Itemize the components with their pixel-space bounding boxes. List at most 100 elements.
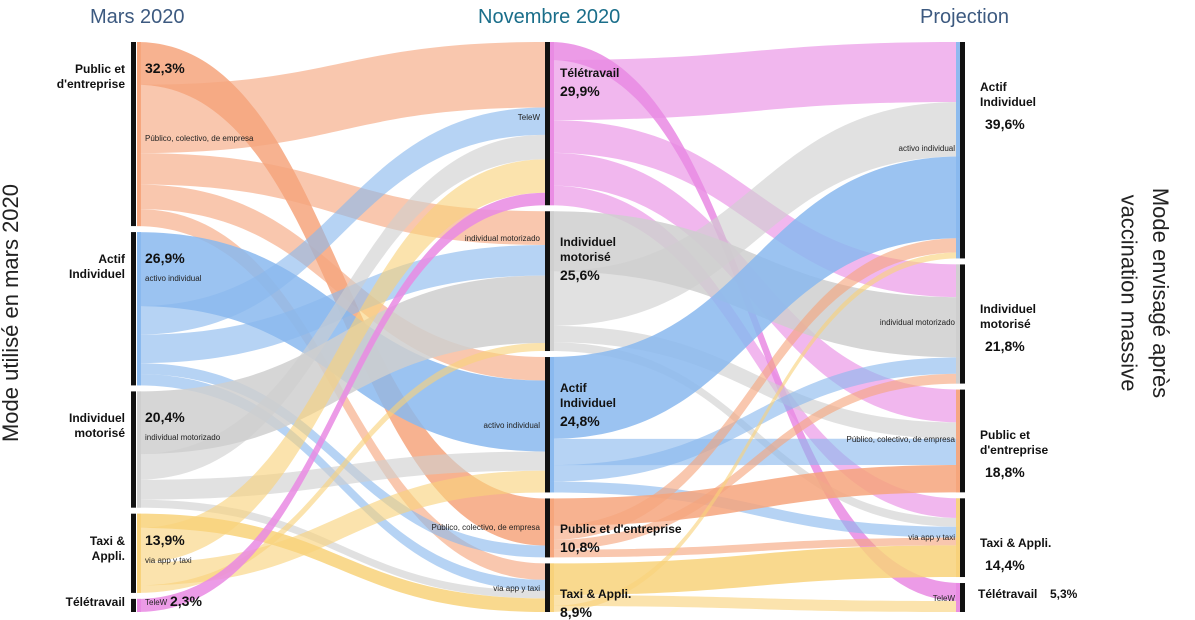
middle-label-actif: Actif Individuel [560, 381, 617, 411]
middle-value-tele: 29,9% [560, 83, 600, 99]
left-sub-taxi: via app y taxi [145, 555, 192, 565]
right-label-taxi: Taxi & Appli. [980, 536, 1052, 551]
flow-mar-nov-taxi-to-moto [137, 343, 545, 593]
middle-value-public: 10,8% [560, 539, 600, 556]
middle-sub-public: Público, colectivo, de empresa [431, 523, 541, 532]
bar-march-actif [131, 232, 136, 386]
node-november-actif [550, 357, 554, 493]
flow-mar-nov-actif-to-tele [137, 107, 545, 335]
left-axis-label: Mode utilisé en mars 2020 [0, 183, 24, 443]
bar-projection-tele [960, 583, 965, 612]
flow-mar-nov-public-to-tele [137, 42, 545, 154]
middle-label-moto: Individuel motorisé [560, 235, 617, 265]
axis-bars [131, 42, 965, 612]
node-projection-actif [956, 42, 960, 259]
right-sub-taxi: via app y taxi [908, 533, 955, 542]
node-november-tele [550, 42, 554, 206]
flow-mar-nov-tele-to-tele [137, 192, 545, 613]
node-november-public [550, 498, 554, 558]
flow-nov-proj-actif-to-actif [550, 156, 960, 439]
flow-mar-nov-actif-to-public [137, 363, 545, 558]
right-value-tele: 5,3% [1050, 587, 1078, 602]
right-axis-label-line2: vaccination massive [1116, 194, 1142, 392]
node-march-taxi [137, 513, 141, 593]
bar-november-public [545, 498, 550, 558]
bar-projection-taxi [960, 498, 965, 578]
middle-sub-tele: TeleW [517, 113, 540, 122]
node-projection-moto [956, 264, 960, 384]
left-value-public: 32,3% [145, 60, 185, 76]
left-value-tele: 2,3% [170, 592, 202, 609]
flows-march-to-november [137, 42, 545, 613]
right-sub-tele: TeleW [932, 594, 955, 603]
left-sub-public: Público, colectivo, de empresa [145, 134, 254, 143]
node-march-moto [137, 391, 141, 508]
left-label-actif: Actif Individuel [68, 252, 125, 282]
node-march-tele [137, 598, 141, 612]
title-november: Novembre 2020 [478, 6, 621, 28]
left-value-taxi: 13,9% [145, 531, 185, 548]
flow-mar-nov-public-to-actif [137, 184, 545, 381]
left-label-public: Public et d'entreprise [56, 62, 125, 91]
middle-sub-moto: individual motorizado [464, 234, 540, 243]
middle-value-moto: 25,6% [560, 267, 600, 284]
left-sub-tele: TeleW [145, 597, 168, 607]
right-label-actif: Actif Individuel [980, 80, 1037, 109]
bar-november-moto [545, 211, 550, 352]
middle-sub-actif: activo individual [483, 421, 540, 430]
title-march: Mars 2020 [90, 6, 185, 28]
flow-nov-proj-taxi-to-tele [550, 595, 960, 612]
flow-nov-proj-public-to-taxi [550, 537, 960, 558]
left-value-moto: 20,4% [145, 409, 185, 426]
flow-nov-proj-moto-to-actif [550, 101, 960, 326]
bar-november-tele [545, 42, 550, 206]
right-axis-label-line1: Mode envisagé après [1148, 187, 1174, 399]
right-sub-moto: individual motorizado [879, 318, 955, 327]
flow-mar-nov-moto-to-actif [137, 451, 545, 500]
node-march-actif [137, 232, 141, 386]
flow-mar-nov-moto-to-taxi [137, 499, 545, 599]
right-value-public: 18,8% [985, 463, 1025, 480]
left-label-tele: Télétravail [65, 594, 125, 609]
node-projection-taxi [956, 498, 960, 578]
flow-nov-proj-tele-to-taxi [550, 185, 960, 519]
flow-nov-proj-actif-to-moto [550, 357, 960, 482]
right-value-moto: 21,8% [985, 338, 1025, 355]
node-projection-tele [956, 583, 960, 612]
flows-november-to-projection [550, 42, 960, 613]
node-november-moto [550, 211, 554, 352]
right-sub-public: Público, colectivo, de empresa [846, 435, 956, 444]
bar-projection-moto [960, 264, 965, 384]
right-sub-actif: activo individual [898, 144, 955, 153]
bar-march-taxi [131, 513, 136, 593]
left-label-moto: Individuel motorisé [68, 411, 125, 441]
title-projection: Projection [920, 6, 1009, 28]
right-label-moto: Individuel motorisé [980, 302, 1037, 332]
bar-projection-public [960, 389, 965, 493]
flow-nov-proj-taxi-to-actif [550, 252, 960, 613]
bar-march-tele [131, 598, 136, 612]
bar-march-moto [131, 391, 136, 508]
middle-sub-taxi: via app y taxi [493, 584, 540, 593]
node-november-taxi [550, 563, 554, 612]
flow-nov-proj-taxi-to-taxi [550, 545, 960, 596]
flow-mar-nov-moto-to-tele [137, 134, 545, 480]
flow-nov-proj-public-to-moto [550, 373, 960, 550]
flow-nov-proj-public-to-actif [550, 238, 960, 540]
middle-value-taxi: 8,9% [560, 604, 592, 620]
middle-value-actif: 24,8% [560, 413, 600, 430]
node-projection-public [956, 389, 960, 493]
middle-label-tele: Télétravail [560, 66, 620, 80]
left-value-actif: 26,9% [145, 250, 185, 267]
flow-nov-proj-public-to-public [550, 465, 960, 526]
node-march-public [137, 42, 141, 227]
left-sub-actif: activo individual [145, 274, 202, 284]
node-layer [137, 42, 960, 612]
bar-november-actif [545, 357, 550, 493]
flow-nov-proj-tele-to-actif [550, 42, 960, 121]
flow-mar-nov-taxi-to-tele [137, 159, 545, 563]
middle-label-public: Public et d'entreprise [560, 522, 682, 537]
right-value-taxi: 14,4% [985, 557, 1025, 574]
right-label-tele: Télétravail [978, 587, 1038, 602]
